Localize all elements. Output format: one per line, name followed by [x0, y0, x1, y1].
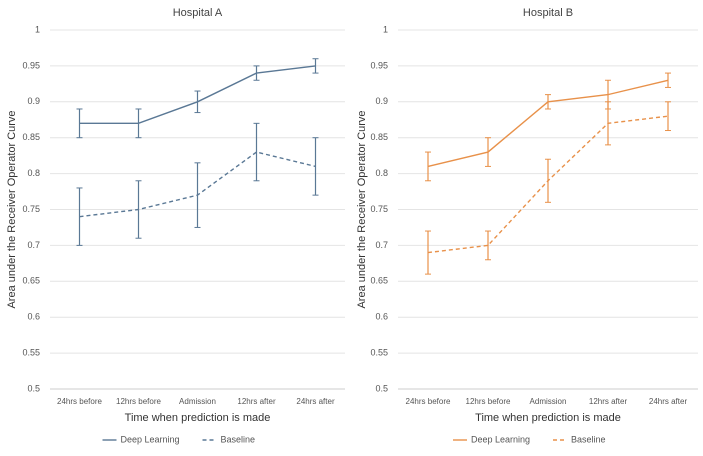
chart-title: Hospital B	[523, 7, 573, 19]
x-axis-label: Time when prediction is made	[475, 412, 621, 424]
legend-label: Deep Learning	[471, 434, 530, 444]
y-tick-label: 0.75	[22, 204, 40, 214]
y-tick-label: 0.6	[27, 312, 40, 322]
error-bar	[665, 72, 671, 88]
y-tick-label: 0.9	[27, 96, 40, 106]
x-tick-label: 24hrs after	[296, 397, 335, 406]
y-tick-label: 0.8	[375, 168, 388, 178]
x-tick-label: 24hrs after	[649, 397, 688, 406]
error-bar	[485, 137, 491, 167]
error-bar	[76, 187, 83, 246]
y-tick-label: 0.85	[370, 132, 388, 142]
y-axis-label: Area under the Receiver Operator Curve	[356, 110, 368, 308]
y-tick-label: 0.65	[370, 276, 388, 286]
y-tick-label: 0.55	[370, 347, 388, 357]
y-tick-label: 0.5	[375, 383, 388, 393]
error-bar	[312, 137, 319, 196]
legend-label: Deep Learning	[121, 434, 180, 444]
error-bar	[485, 230, 491, 261]
x-tick-label: 12hrs after	[237, 397, 276, 406]
chart: 0.5 0.55 0.6 0.65 0.7 0.75 0.8 0.85 0.9 0.95 1 24hr…	[6, 7, 345, 444]
y-tick-label: 0.7	[27, 240, 40, 250]
x-tick-label: Admission	[530, 397, 567, 406]
error-bar	[194, 90, 201, 114]
x-tick-label: Admission	[179, 397, 216, 406]
error-bar	[253, 122, 260, 182]
legend-label: Baseline	[571, 434, 606, 444]
error-bar	[135, 180, 142, 239]
y-tick-label: 0.95	[370, 60, 388, 70]
error-bar	[425, 230, 431, 275]
series-line	[427, 79, 669, 168]
legend-label: Baseline	[221, 434, 256, 444]
y-tick-label: 0.9	[375, 96, 388, 106]
error-bar	[425, 151, 431, 182]
chart: 0.5 0.55 0.6 0.65 0.7 0.75 0.8 0.85 0.9 0.95 1 24hr…	[356, 7, 698, 444]
error-bar	[605, 101, 611, 146]
y-tick-label: 0.8	[27, 168, 40, 178]
y-tick-label: 1	[35, 24, 40, 34]
y-tick-label: 0.7	[375, 240, 388, 250]
chart-title: Hospital A	[173, 7, 223, 19]
error-bar	[665, 101, 671, 132]
y-tick-label: 0.55	[22, 347, 40, 357]
x-tick-label: 24hrs before	[406, 397, 451, 406]
x-tick-label: 24hrs before	[57, 397, 102, 406]
error-bar	[135, 108, 142, 139]
error-bar	[545, 94, 551, 110]
y-tick-label: 1	[383, 24, 388, 34]
x-tick-label: 12hrs before	[466, 397, 511, 406]
y-tick-label: 0.85	[22, 132, 40, 142]
error-bar	[76, 108, 83, 139]
error-bar	[194, 162, 201, 228]
x-axis-label: Time when prediction is made	[125, 412, 271, 424]
error-bar	[253, 65, 260, 81]
error-bar	[545, 158, 551, 203]
y-tick-label: 0.5	[27, 383, 40, 393]
y-axis-label: Area under the Receiver Operator Curve	[6, 110, 18, 308]
y-tick-label: 0.95	[22, 60, 40, 70]
x-tick-label: 12hrs after	[589, 397, 628, 406]
y-tick-label: 0.65	[22, 276, 40, 286]
error-bar	[312, 58, 319, 74]
y-tick-label: 0.75	[370, 204, 388, 214]
x-tick-label: 12hrs before	[116, 397, 161, 406]
y-tick-label: 0.6	[375, 312, 388, 322]
